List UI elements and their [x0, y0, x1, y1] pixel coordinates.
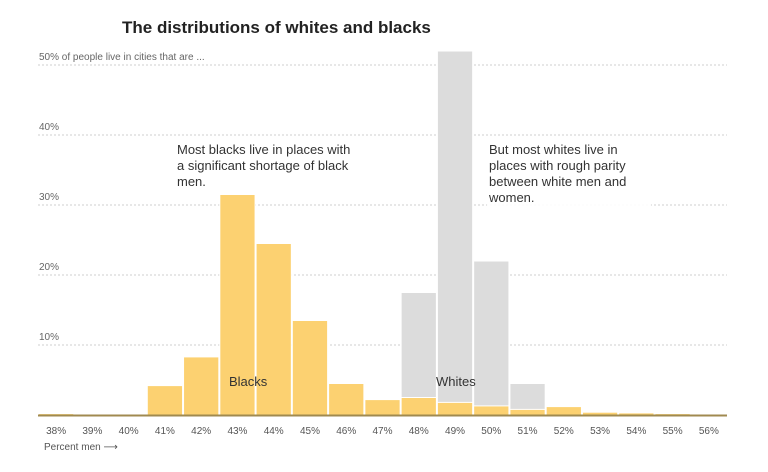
- x-axis-title: Percent men ⟶: [44, 442, 118, 453]
- x-tick-label: 42%: [191, 426, 211, 437]
- bar-blacks-42pct: [183, 356, 220, 416]
- x-tick-label: 53%: [590, 426, 610, 437]
- bar-blacks-41pct: [146, 385, 184, 416]
- gridlines: [38, 64, 727, 346]
- x-tick-label: 55%: [663, 426, 683, 437]
- x-tick-label: 50%: [481, 426, 501, 437]
- blacks-series-label: Blacks: [229, 374, 268, 389]
- y-tick-label: 10%: [39, 332, 59, 343]
- blacks-annotation: Most blacks live in places with a signif…: [175, 141, 354, 191]
- y-tick-label: 30%: [39, 192, 59, 203]
- x-tick-label: 51%: [518, 426, 538, 437]
- x-axis-title-text: Percent men: [44, 442, 101, 453]
- bar-blacks-45pct: [291, 320, 329, 416]
- x-tick-label: 43%: [227, 426, 247, 437]
- x-tick-label: 40%: [119, 426, 139, 437]
- x-tick-label: 41%: [155, 426, 175, 437]
- bar-blacks-44pct: [255, 243, 292, 416]
- bar-blacks-48pct: [400, 397, 437, 416]
- y-tick-labels: 10% 20% 30% 40%: [39, 122, 59, 343]
- y-tick-label: 40%: [39, 122, 59, 133]
- whites-annotation: But most whites live in places with roug…: [487, 141, 651, 207]
- bar-blacks-52pct: [545, 406, 582, 416]
- x-tick-label: 45%: [300, 426, 320, 437]
- blacks-bars: [38, 194, 727, 416]
- bar-blacks-50pct: [473, 405, 510, 416]
- x-tick-label: 49%: [445, 426, 465, 437]
- y-axis-title: 50% of people live in cities that are ..…: [39, 52, 205, 63]
- bar-blacks-49pct: [436, 401, 474, 416]
- x-tick-label: 48%: [409, 426, 429, 437]
- x-tick-label: 52%: [554, 426, 574, 437]
- whites-series-label: Whites: [436, 374, 476, 389]
- x-tick-labels: 38% 39% 40% 41% 42% 43% 44% 45% 46% 47% 48% 49% 50% 5…: [46, 426, 719, 437]
- bar-whites-50pct: [473, 260, 510, 416]
- bar-whites-49pct: [436, 50, 474, 416]
- x-tick-label: 56%: [699, 426, 719, 437]
- x-tick-label: 38%: [46, 426, 66, 437]
- bar-blacks-51pct: [509, 408, 546, 416]
- x-tick-label: 44%: [264, 426, 284, 437]
- x-tick-label: 47%: [372, 426, 392, 437]
- x-tick-label: 46%: [336, 426, 356, 437]
- whites-bars: [400, 50, 546, 416]
- bar-whites-48pct: [400, 292, 437, 416]
- chart-title: The distributions of whites and blacks: [122, 18, 431, 37]
- x-tick-label: 39%: [82, 426, 102, 437]
- x-tick-label: 54%: [626, 426, 646, 437]
- y-tick-label: 20%: [39, 262, 59, 273]
- bar-blacks-46pct: [328, 383, 365, 416]
- bar-blacks-47pct: [364, 399, 401, 416]
- arrow-right-icon: ⟶: [103, 442, 118, 453]
